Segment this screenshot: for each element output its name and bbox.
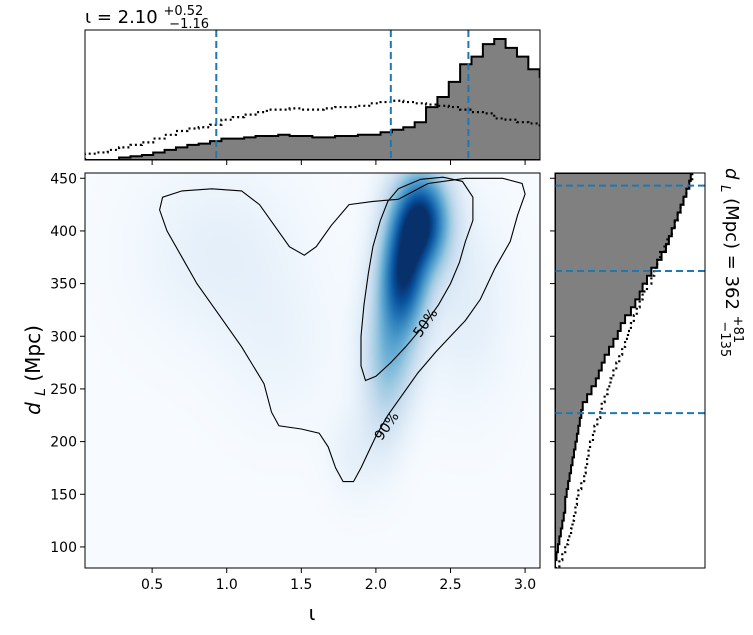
top-panel-ticks	[151, 160, 526, 165]
iota-title-sup: +0.52	[163, 4, 203, 19]
dl-title-sub: L	[717, 185, 732, 192]
y-tick-label: 250	[50, 382, 77, 398]
iota-prior-histogram	[85, 99, 540, 160]
x-axis-label: ι	[309, 601, 316, 625]
x-tick-label: 1.5	[290, 577, 312, 593]
main-panel-frame	[84, 172, 541, 569]
top-panel-frame	[84, 29, 541, 161]
y-tick-label: 100	[50, 540, 77, 556]
right-panel-ticks	[550, 177, 555, 548]
y-tick-label: 300	[50, 329, 77, 345]
x-tick-label: 2.5	[439, 577, 461, 593]
x-tick-label: 2.0	[365, 577, 387, 593]
y-axis-label: d L (Mpc)	[21, 325, 50, 415]
dl-posterior-histogram	[555, 173, 692, 568]
right-histogram-content	[555, 173, 705, 568]
dl-summary-title: d L (Mpc) = 362 +81 −135	[716, 168, 750, 357]
right-histogram-panel: d L (Mpc) = 362 +81 −135	[550, 168, 750, 569]
main-heatmap-panel: 90%50% 0.5 1.0 1.5 2.0 2.5 3.0 100 150 200 250 300…	[21, 171, 541, 625]
right-panel-frame	[554, 172, 706, 569]
y-axis-label-unit: (Mpc)	[21, 325, 45, 382]
dl-title-base: d	[721, 168, 742, 180]
main-panel-ticks: 0.5 1.0 1.5 2.0 2.5 3.0 100 150 200 250 300 350 400 4…	[50, 171, 536, 593]
y-axis-label-sub: L	[33, 388, 49, 396]
iota-summary-title: ι = 2.10 +0.52 −1.16	[85, 0, 209, 32]
y-tick-label: 350	[50, 277, 77, 293]
dl-title-sub2: −135	[717, 321, 732, 357]
iota-title-base: ι = 2.10	[85, 7, 158, 28]
dl-title-sup: +81	[730, 316, 745, 343]
y-axis-label-base: d	[21, 402, 45, 415]
contour-90pct	[159, 177, 526, 483]
dl-title-unit: (Mpc) = 362	[721, 198, 742, 310]
iota-posterior-histogram	[85, 38, 540, 160]
x-tick-label: 1.0	[216, 577, 238, 593]
x-tick-label: 0.5	[141, 577, 163, 593]
x-tick-label: 3.0	[514, 577, 536, 593]
y-tick-label: 150	[50, 487, 77, 503]
dl-prior-histogram	[555, 173, 694, 568]
y-tick-label: 200	[50, 435, 77, 451]
y-tick-label: 450	[50, 171, 77, 187]
heatmap-content: 90%50%	[85, 173, 540, 568]
top-histogram-panel: ι = 2.10 +0.52 −1.16	[84, 0, 541, 165]
contour-50pct	[360, 176, 474, 382]
y-tick-label: 400	[50, 224, 77, 240]
iota-title-sub: −1.16	[169, 17, 209, 32]
top-histogram-content	[85, 30, 540, 160]
density-heatmap-image	[85, 173, 540, 568]
